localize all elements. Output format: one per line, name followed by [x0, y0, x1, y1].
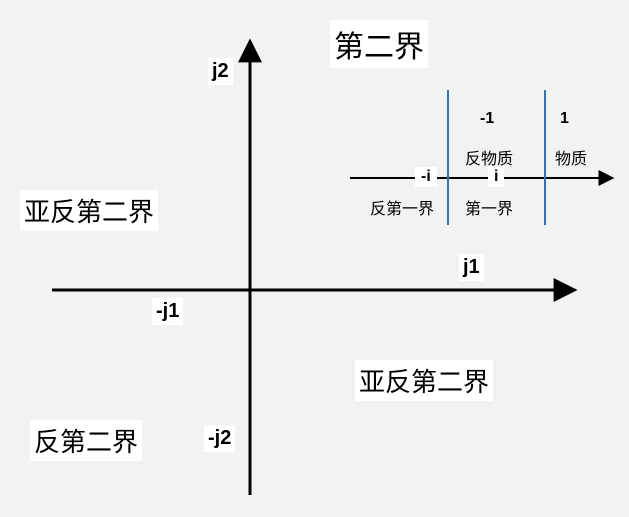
inset-top-right: 1	[560, 110, 569, 128]
quadrant-1-label: 第二界	[330, 20, 428, 68]
quadrant-2-label: 亚反第二界	[20, 190, 158, 231]
axis-label-neg-x: -j1	[152, 298, 183, 325]
inset-bottom-left-label: 反第一界	[370, 195, 434, 219]
axis-label-neg-y: -j2	[204, 425, 235, 452]
inset-neg-i: -i	[415, 167, 437, 187]
quadrant-3-label: 反第二界	[30, 420, 142, 461]
axis-label-pos-x: j1	[459, 254, 484, 281]
inset-i: i	[488, 167, 504, 187]
inset-top-mid-label: 反物质	[465, 145, 513, 169]
inset-top-right-label: 物质	[555, 145, 587, 169]
inset-bottom-mid-label: 第一界	[465, 195, 513, 219]
quadrant-4-label: 亚反第二界	[355, 360, 493, 401]
axis-label-pos-y: j2	[208, 58, 233, 85]
inset-top-left: -1	[480, 110, 494, 128]
diagram-canvas: 第二界 亚反第二界 反第二界 亚反第二界 j1 -j1 j2 -j2 -1 1 …	[0, 0, 629, 517]
